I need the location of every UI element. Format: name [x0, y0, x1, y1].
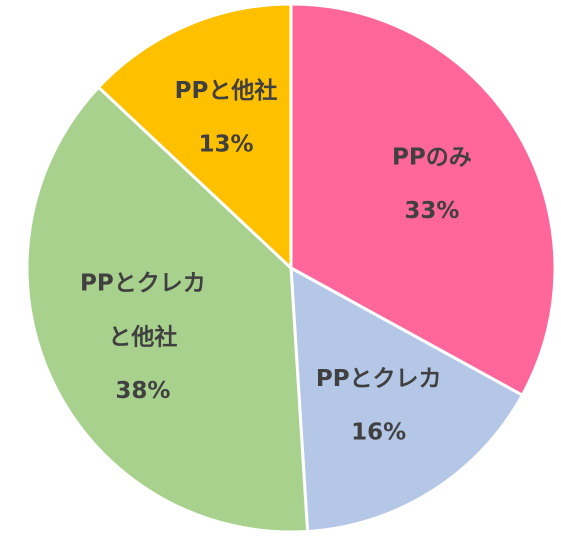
- value-label: 16%: [351, 420, 406, 446]
- slice-label: PPと他社: [175, 76, 278, 103]
- pie-slice: [25, 85, 310, 534]
- value-label: 38%: [115, 378, 170, 404]
- value-label: 33%: [404, 198, 459, 224]
- pie-slice: [289, 2, 557, 398]
- slice-label: PPとクレカと他社: [80, 270, 206, 350]
- pie-slice: [289, 265, 525, 534]
- slice-label: PPとクレカ: [316, 366, 442, 392]
- pie-slice: [96, 2, 293, 272]
- value-label: 13%: [198, 131, 253, 157]
- slice-label: PPのみ: [392, 144, 472, 170]
